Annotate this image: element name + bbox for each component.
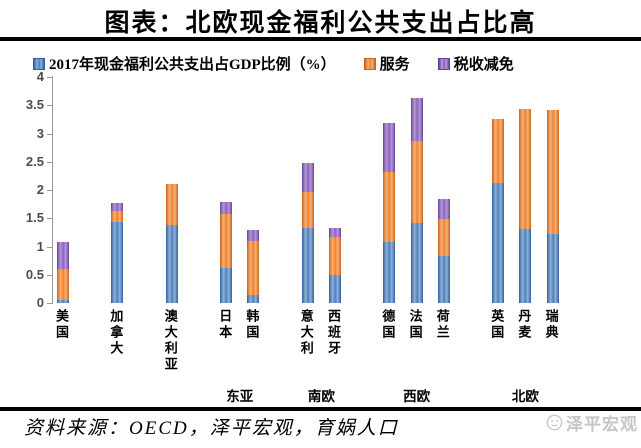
- title-divider: [0, 37, 641, 41]
- legend: 2017年现金福利公共支出占GDP比例（%） 服务 税收减免: [33, 53, 514, 74]
- bar-segment-tax: [57, 241, 69, 269]
- legend-label-cash: 2017年现金福利公共支出占GDP比例（%）: [49, 57, 336, 73]
- y-tick-label: 0.5: [25, 266, 44, 282]
- bar-segment-tax: [301, 163, 314, 192]
- bar-segment-service: [329, 237, 341, 276]
- y-tick-label: 0: [36, 295, 44, 310]
- bar-segment-service: [301, 191, 314, 229]
- watermark: 泽平宏观: [546, 410, 638, 435]
- category-label: 瑞典: [543, 309, 559, 341]
- y-tick-label: 2.5: [25, 153, 44, 169]
- bar-segment-service: [57, 268, 69, 300]
- bar-segment-tax: [329, 228, 341, 238]
- y-tick-label: 1.5: [25, 210, 44, 226]
- bar-segment-cash: [437, 256, 450, 303]
- bar-segment-service: [247, 241, 260, 296]
- bar-segment-cash: [165, 225, 178, 303]
- bar-segment-service: [383, 171, 396, 242]
- category-label: 荷兰: [434, 309, 450, 341]
- legend-label-tax: 税收减免: [453, 57, 514, 73]
- bar-segment-cash: [410, 223, 423, 303]
- category-label: 韩国: [244, 309, 260, 341]
- region-label: 西欧: [403, 389, 431, 404]
- bar-segment-tax: [410, 98, 423, 141]
- category-label: 西班牙: [326, 309, 341, 357]
- legend-swatch-tax: [437, 57, 450, 70]
- bar-segment-service: [165, 184, 178, 226]
- category-label: 法国: [407, 309, 423, 341]
- y-tick-label: 2: [36, 182, 44, 197]
- bar-segment-cash: [546, 233, 559, 303]
- y-tick-label: 4: [36, 69, 44, 84]
- chat-smiley-logo-icon: [546, 414, 563, 431]
- y-tick-label: 3: [36, 125, 44, 141]
- y-tick-mark: [47, 246, 52, 248]
- region-label: 北欧: [511, 389, 539, 404]
- category-label: 日本: [217, 309, 233, 341]
- source-note: 资料来源：OECD，泽平宏观，育娲人口: [24, 418, 399, 439]
- bar-segment-service: [492, 119, 505, 184]
- legend-item-service: 服务: [363, 53, 410, 74]
- chart-title: 图表：北欧现金福利公共支出占比高: [104, 10, 537, 37]
- bar-segment-tax: [220, 201, 233, 214]
- bar-segment-service: [220, 213, 233, 268]
- category-label: 美国: [54, 309, 69, 341]
- bar-segment-cash: [57, 299, 69, 303]
- y-tick-mark: [47, 190, 52, 191]
- bar-segment-tax: [247, 229, 260, 242]
- legend-swatch-cash: [33, 57, 45, 70]
- bar-segment-cash: [383, 241, 396, 303]
- y-tick-mark: [47, 303, 52, 304]
- y-tick-mark: [47, 133, 52, 135]
- y-tick-mark: [47, 105, 52, 107]
- bar-segment-service: [546, 109, 559, 234]
- bar-segment-cash: [111, 222, 124, 303]
- bar-segment-cash: [329, 275, 341, 303]
- y-tick-label: 1: [36, 238, 44, 254]
- bar-segment-cash: [220, 267, 233, 303]
- footer-divider: [0, 407, 641, 411]
- category-label: 德国: [380, 309, 396, 341]
- bar-segment-tax: [111, 202, 124, 211]
- bar-segment-service: [111, 210, 124, 223]
- bar-segment-cash: [519, 228, 532, 303]
- bar-segment-cash: [301, 228, 314, 303]
- category-label: 英国: [489, 309, 505, 341]
- category-label: 加拿大: [108, 309, 124, 357]
- region-label: 东亚: [226, 389, 254, 404]
- legend-label-service: 服务: [379, 57, 410, 73]
- legend-swatch-service: [363, 57, 376, 70]
- legend-item-tax: 税收减免: [437, 53, 514, 74]
- legend-item-cash: 2017年现金福利公共支出占GDP比例（%）: [33, 53, 336, 74]
- y-tick-mark: [47, 161, 52, 163]
- bar-segment-service: [519, 109, 532, 229]
- y-tick-mark: [47, 274, 52, 276]
- bar-segment-cash: [247, 295, 260, 303]
- category-label: 澳大利亚: [162, 309, 178, 373]
- bar-segment-cash: [492, 183, 505, 303]
- region-label: 南欧: [307, 389, 335, 404]
- category-label: 丹麦: [516, 309, 532, 341]
- category-label: 意大利: [298, 309, 314, 357]
- watermark-label: 泽平宏观: [566, 415, 638, 434]
- bar-segment-tax: [437, 199, 450, 219]
- y-tick-mark: [47, 77, 52, 78]
- y-axis-line: [52, 76, 53, 304]
- bar-segment-service: [437, 218, 450, 257]
- bar-segment-service: [410, 140, 423, 224]
- y-tick-mark: [47, 218, 52, 220]
- bar-segment-tax: [383, 123, 396, 172]
- y-tick-label: 3.5: [25, 97, 44, 113]
